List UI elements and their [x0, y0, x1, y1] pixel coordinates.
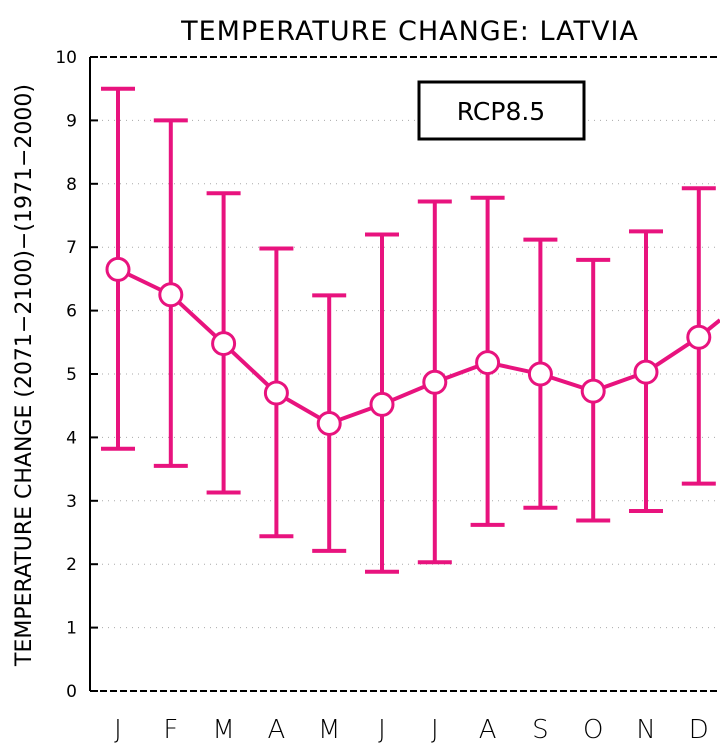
y-tick-label: 3 — [66, 492, 77, 512]
data-point — [422, 369, 448, 395]
x-tick-label: M — [212, 715, 234, 745]
data-point — [369, 391, 395, 417]
chart-title: TEMPERATURE CHANGE: LATVIA — [180, 16, 639, 47]
y-tick-label: 10 — [55, 48, 77, 68]
series-polyline — [117, 267, 700, 426]
data-point — [316, 410, 342, 436]
legend-label: RCP8.5 — [457, 97, 545, 126]
y-tick-label: 7 — [66, 238, 77, 258]
series-line — [117, 267, 720, 426]
y-axis-label: TEMPERATURE CHANGE (2071−2100)−(1971−200… — [12, 84, 37, 667]
y-tick-label: 0 — [66, 682, 77, 702]
x-tick-label: O — [583, 715, 603, 745]
data-point — [580, 378, 606, 404]
data-point — [158, 282, 184, 308]
x-tick-label: A — [479, 715, 497, 745]
x-tick-label: N — [636, 715, 655, 745]
legend-box — [417, 80, 586, 141]
axes — [89, 56, 720, 692]
x-tick-label: M — [318, 715, 340, 745]
data-point — [527, 361, 553, 387]
x-tick-label: J — [114, 715, 122, 745]
x-tick-label: S — [532, 715, 549, 745]
legend: RCP8.5 — [417, 80, 586, 141]
x-tick-label: J — [378, 715, 386, 745]
y-tick-label: 2 — [66, 555, 77, 575]
data-point — [263, 380, 289, 406]
y-tick-label: 8 — [66, 175, 77, 195]
x-tick-label: J — [431, 715, 439, 745]
data-point — [686, 324, 712, 350]
error-bars — [101, 86, 716, 574]
x-tick-label: F — [163, 715, 178, 745]
y-tick-label: 9 — [66, 111, 77, 131]
x-tick-label: A — [268, 715, 286, 745]
y-tick-labels: 0 1 2 3 4 5 6 7 8 9 10 — [55, 48, 77, 702]
grid-lines — [90, 119, 720, 629]
y-tick-label: 5 — [66, 365, 77, 385]
y-tick-label: 6 — [66, 302, 77, 322]
y-tick-label: 1 — [66, 619, 77, 639]
data-point — [105, 256, 131, 282]
data-points — [105, 256, 712, 436]
data-point — [475, 350, 501, 376]
y-tick-label: 4 — [66, 428, 77, 448]
data-point — [633, 359, 659, 385]
data-point — [211, 331, 237, 357]
x-tick-label: D — [689, 715, 709, 745]
